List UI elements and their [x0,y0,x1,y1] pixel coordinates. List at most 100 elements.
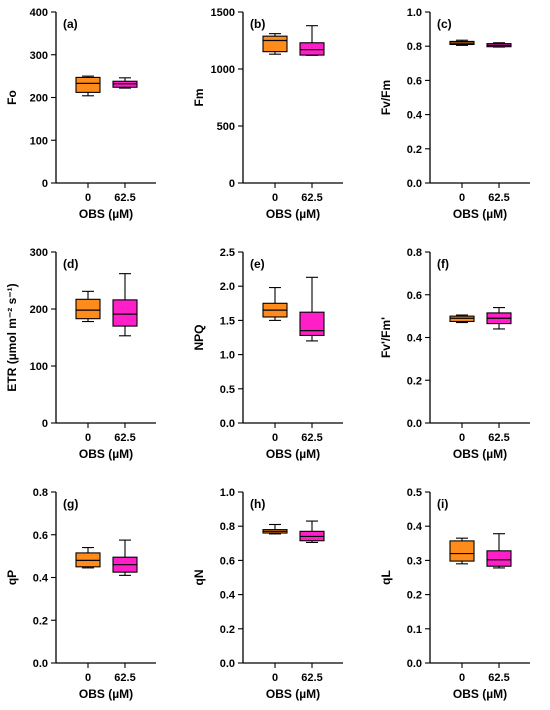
x-axis-label: OBS (µM) [79,447,133,461]
box-plot-0 [75,75,101,97]
x-tick-label: 62.5 [488,432,509,444]
y-tick-label: 0.3 [407,555,422,567]
panel-label: (i) [437,497,448,511]
y-tick-label: 100 [30,361,48,373]
panel-label: (a) [63,17,78,31]
box-plot-0 [449,537,475,565]
y-tick-label: 0.0 [33,658,48,670]
y-tick-label: 0.4 [407,521,423,533]
x-tick-label: 0 [85,432,91,444]
box-iqr [299,42,325,56]
y-tick-label: 0 [229,178,235,190]
box-plot-0 [449,39,475,46]
x-tick-label: 0 [272,672,278,684]
x-tick-label: 0 [85,672,91,684]
panel-label: (h) [250,497,265,511]
y-tick-label: 0.0 [407,418,422,430]
y-axis-label: Fo [5,90,19,105]
y-tick-label: 300 [30,50,48,62]
chart-panel-h: 0.0 0.2 0.4 0.6 0.8 1.0 0 62.5 OBS (µM) qN (h) [192,487,343,701]
x-tick-label: 62.5 [301,672,322,684]
x-tick-label: 0 [272,192,278,204]
y-tick-label: 0.6 [407,75,422,87]
y-tick-label: 1.0 [407,7,422,19]
y-axis-label: Fv/Fm [379,80,393,115]
y-tick-label: 0.4 [407,333,423,345]
x-tick-label: 62.5 [301,192,322,204]
y-tick-label: 0.8 [33,487,48,499]
y-tick-label: 100 [30,135,48,147]
chart-panel-g: 0.0 0.2 0.4 0.6 0.8 0 62.5 OBS (µM) qP (g) [5,487,156,701]
box-iqr [75,76,101,93]
panel-label: (d) [63,257,78,271]
box-plot-0 [75,290,101,323]
y-tick-label: 0.6 [220,555,235,567]
box-plot-0 [262,287,288,321]
chart-panel-a: 0 100 200 300 400 0 62.5 OBS (µM) Fo (a) [5,7,156,221]
chart-panel-d: 0 100 200 300 0 62.5 OBS (µM) ETR (µmol m⁻² s⁻¹… [5,247,156,461]
x-tick-label: 62.5 [301,432,322,444]
x-tick-label: 62.5 [488,192,509,204]
y-tick-label: 1.5 [220,315,235,327]
y-tick-label: 0.0 [220,658,235,670]
x-axis-label: OBS (µM) [266,447,320,461]
y-tick-label: 500 [217,121,235,133]
chart-panel-e: 0.0 0.5 1.0 1.5 2.0 2.5 0 62.5 OBS (µM) NPQ (e) [192,247,343,461]
box-plot-62.5 [299,520,325,543]
y-tick-label: 1500 [211,7,235,19]
panel-label: (e) [250,257,265,271]
y-tick-label: 200 [30,93,48,105]
panel-label: (f) [437,257,449,271]
y-tick-label: 400 [30,7,48,19]
x-axis-label: OBS (µM) [453,687,507,701]
box-iqr [299,311,325,336]
y-tick-label: 0.1 [407,624,422,636]
box-iqr [112,299,138,327]
y-axis-label: qN [192,570,206,586]
box-plot-0 [262,523,288,535]
x-tick-label: 62.5 [114,432,135,444]
x-tick-label: 0 [459,432,465,444]
box-plot-62.5 [486,307,512,330]
box-iqr [486,550,512,567]
y-axis-label: qL [379,570,393,585]
panel-label: (g) [63,497,78,511]
box-plot-0 [75,547,101,569]
x-axis-label: OBS (µM) [453,447,507,461]
y-tick-label: 0 [42,418,48,430]
y-tick-label: 0.0 [407,178,422,190]
box-plot-62.5 [299,276,325,342]
x-axis-label: OBS (µM) [453,207,507,221]
y-tick-label: 0.5 [407,487,422,499]
y-tick-label: 0.2 [407,590,422,602]
y-tick-label: 0.8 [220,521,235,533]
y-tick-label: 1.0 [220,350,235,362]
box-plot-62.5 [486,533,512,569]
y-tick-label: 0.2 [220,624,235,636]
y-tick-label: 0 [42,178,48,190]
box-plot-62.5 [486,42,512,48]
y-axis-label: Fv'/Fm' [379,317,393,358]
y-tick-label: 0.4 [407,110,423,122]
y-tick-label: 0.8 [407,41,422,53]
panel-label: (b) [250,17,265,31]
y-tick-label: 2.5 [220,247,235,259]
x-tick-label: 0 [85,192,91,204]
x-axis-label: OBS (µM) [266,207,320,221]
y-axis-label: NPQ [192,324,206,350]
y-axis-label: qP [5,570,19,585]
y-tick-label: 1.0 [220,487,235,499]
y-axis-label: Fm [192,89,206,107]
chart-panel-f: 0.0 0.2 0.4 0.6 0.8 0 62.5 OBS (µM) Fv'/Fm' (f) [379,247,530,461]
x-tick-label: 62.5 [114,672,135,684]
x-tick-label: 62.5 [114,192,135,204]
y-tick-label: 0.0 [407,658,422,670]
y-tick-label: 0.6 [33,530,48,542]
box-iqr [449,540,475,562]
x-axis-label: OBS (µM) [266,687,320,701]
box-plot-62.5 [112,77,138,89]
y-axis-label: ETR (µmol m⁻² s⁻¹) [5,283,19,391]
box-iqr [262,35,288,53]
x-tick-label: 0 [272,432,278,444]
chart-panel-c: 0.0 0.2 0.4 0.6 0.8 1.0 0 62.5 OBS (µM) Fv/Fm (c) [379,7,530,221]
